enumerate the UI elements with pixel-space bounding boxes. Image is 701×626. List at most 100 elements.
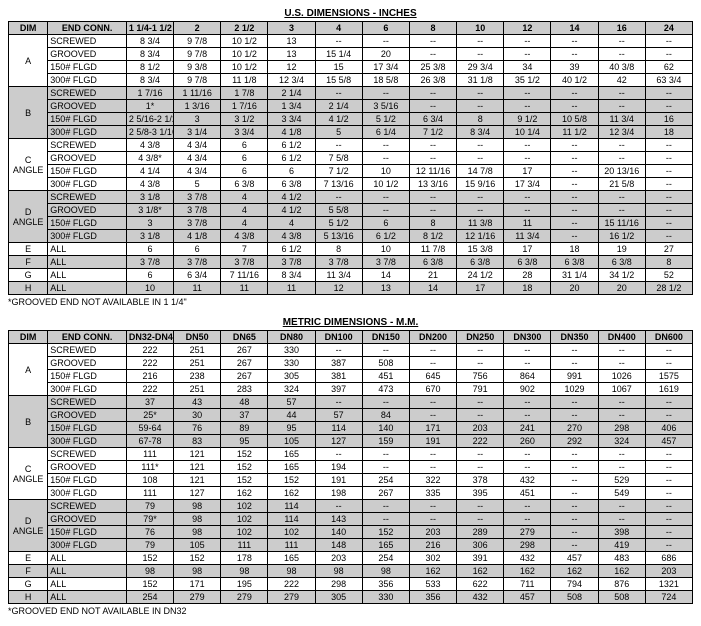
column-header: 2 bbox=[174, 22, 221, 35]
value-cell: 864 bbox=[504, 370, 551, 383]
value-cell: 6 1/2 bbox=[268, 152, 315, 165]
value-cell: 98 bbox=[268, 565, 315, 578]
value-cell: 670 bbox=[409, 383, 456, 396]
end-conn-cell: ALL bbox=[48, 565, 127, 578]
value-cell: -- bbox=[645, 230, 692, 243]
value-cell: 4 3/8 bbox=[126, 178, 173, 191]
column-header: DIM bbox=[9, 22, 48, 35]
value-cell: -- bbox=[409, 409, 456, 422]
value-cell: 8 3/4 bbox=[268, 269, 315, 282]
value-cell: 11 3/8 bbox=[457, 217, 504, 230]
value-cell: -- bbox=[315, 396, 362, 409]
value-cell: 10 1/2 bbox=[362, 178, 409, 191]
value-cell: 11 bbox=[174, 282, 221, 295]
value-cell: -- bbox=[362, 461, 409, 474]
end-conn-cell: SCREWED bbox=[48, 35, 127, 48]
value-cell: 794 bbox=[551, 578, 598, 591]
value-cell: 11 7/8 bbox=[409, 243, 456, 256]
value-cell: -- bbox=[645, 139, 692, 152]
value-cell: -- bbox=[457, 513, 504, 526]
table-title: METRIC DIMENSIONS - M.M. bbox=[8, 317, 693, 328]
value-cell: 4 bbox=[221, 217, 268, 230]
value-cell: -- bbox=[645, 474, 692, 487]
value-cell: 991 bbox=[551, 370, 598, 383]
value-cell: -- bbox=[551, 448, 598, 461]
end-conn-cell: ALL bbox=[48, 591, 127, 604]
value-cell: 162 bbox=[409, 565, 456, 578]
value-cell: 2 5/8-3 1/16 bbox=[126, 126, 173, 139]
value-cell: -- bbox=[409, 513, 456, 526]
value-cell: 165 bbox=[362, 539, 409, 552]
value-cell: 98 bbox=[315, 565, 362, 578]
value-cell: 238 bbox=[174, 370, 221, 383]
value-cell: 529 bbox=[598, 474, 645, 487]
value-cell: 305 bbox=[315, 591, 362, 604]
value-cell: 335 bbox=[409, 487, 456, 500]
value-cell: 57 bbox=[315, 409, 362, 422]
value-cell: 162 bbox=[268, 487, 315, 500]
value-cell: -- bbox=[645, 396, 692, 409]
dim-cell: E bbox=[9, 243, 48, 256]
value-cell: 40 3/8 bbox=[598, 61, 645, 74]
value-cell: 457 bbox=[551, 552, 598, 565]
value-cell: 3 7/8 bbox=[126, 256, 173, 269]
value-cell: 4 1/8 bbox=[268, 126, 315, 139]
value-cell: 18 bbox=[645, 126, 692, 139]
value-cell: 1026 bbox=[598, 370, 645, 383]
value-cell: 330 bbox=[268, 357, 315, 370]
end-conn-cell: 150# FLGD bbox=[48, 474, 127, 487]
value-cell: 114 bbox=[315, 422, 362, 435]
column-header: DN200 bbox=[409, 331, 456, 344]
value-cell: 171 bbox=[174, 578, 221, 591]
dim-cell: A bbox=[9, 35, 48, 87]
value-cell: -- bbox=[504, 500, 551, 513]
value-cell: 143 bbox=[315, 513, 362, 526]
value-cell: -- bbox=[409, 139, 456, 152]
value-cell: 4 3/8* bbox=[126, 152, 173, 165]
value-cell: 1 11/16 bbox=[174, 87, 221, 100]
value-cell: 6 3/8 bbox=[268, 178, 315, 191]
column-header: DN400 bbox=[598, 331, 645, 344]
value-cell: 13 bbox=[362, 282, 409, 295]
value-cell: 165 bbox=[268, 552, 315, 565]
value-cell: 306 bbox=[457, 539, 504, 552]
value-cell: 686 bbox=[645, 552, 692, 565]
end-conn-cell: SCREWED bbox=[48, 344, 127, 357]
value-cell: 76 bbox=[126, 526, 173, 539]
value-cell: 508 bbox=[598, 591, 645, 604]
value-cell: 11 bbox=[504, 217, 551, 230]
value-cell: 17 3/4 bbox=[504, 178, 551, 191]
value-cell: 4 1/2 bbox=[268, 191, 315, 204]
value-cell: 7 13/16 bbox=[315, 178, 362, 191]
value-cell: 5 1/2 bbox=[315, 217, 362, 230]
dim-cell: CANGLE bbox=[9, 448, 48, 500]
footnote: *GROOVED END NOT AVAILABLE IN DN32 bbox=[8, 606, 693, 616]
value-cell: 260 bbox=[504, 435, 551, 448]
value-cell: 191 bbox=[315, 474, 362, 487]
value-cell: 387 bbox=[315, 357, 362, 370]
value-cell: 1575 bbox=[645, 370, 692, 383]
value-cell: 12 3/4 bbox=[268, 74, 315, 87]
value-cell: 18 bbox=[551, 243, 598, 256]
value-cell: -- bbox=[504, 48, 551, 61]
value-cell: 111* bbox=[126, 461, 173, 474]
value-cell: 40 1/2 bbox=[551, 74, 598, 87]
value-cell: 12 bbox=[315, 282, 362, 295]
value-cell: 52 bbox=[645, 269, 692, 282]
value-cell: 194 bbox=[315, 461, 362, 474]
value-cell: 4 bbox=[268, 217, 315, 230]
value-cell: 254 bbox=[126, 591, 173, 604]
value-cell: 13 bbox=[268, 35, 315, 48]
value-cell: 11 3/4 bbox=[598, 113, 645, 126]
value-cell: -- bbox=[551, 487, 598, 500]
value-cell: 1619 bbox=[645, 383, 692, 396]
value-cell: 6 3/8 bbox=[598, 256, 645, 269]
value-cell: 12 bbox=[268, 61, 315, 74]
value-cell: -- bbox=[551, 191, 598, 204]
value-cell: 5 bbox=[174, 178, 221, 191]
value-cell: 298 bbox=[504, 539, 551, 552]
value-cell: -- bbox=[598, 87, 645, 100]
value-cell: 20 bbox=[598, 282, 645, 295]
value-cell: 59-64 bbox=[126, 422, 173, 435]
end-conn-cell: ALL bbox=[48, 269, 127, 282]
